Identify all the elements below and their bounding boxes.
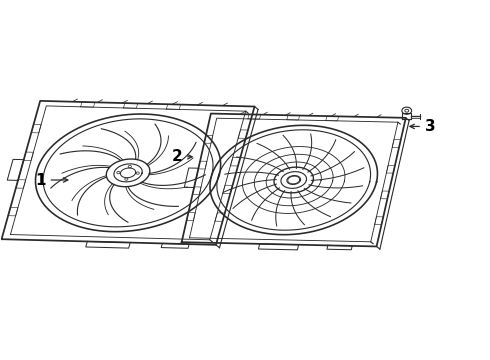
Text: 2: 2 (172, 149, 192, 164)
Text: 1: 1 (35, 172, 68, 188)
Text: 3: 3 (410, 119, 436, 134)
